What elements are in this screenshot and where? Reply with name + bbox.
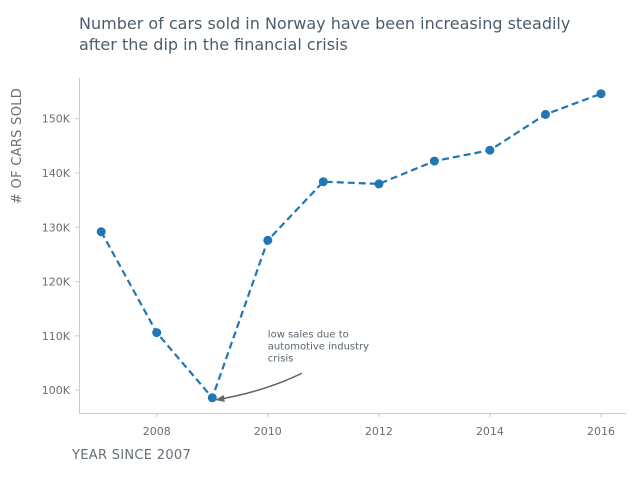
y-tick-label: 140K bbox=[42, 167, 71, 180]
data-point-2014 bbox=[485, 145, 495, 155]
data-point-2016 bbox=[596, 89, 606, 99]
chart-title-line-2: after the dip in the financial crisis bbox=[79, 35, 348, 54]
data-point-2012 bbox=[374, 179, 384, 189]
data-point-2007 bbox=[96, 227, 106, 237]
x-tick-label: 2010 bbox=[254, 425, 282, 438]
data-point-2011 bbox=[318, 177, 328, 187]
data-point-2010 bbox=[263, 235, 273, 245]
x-tick-label: 2012 bbox=[365, 425, 393, 438]
y-tick-label: 110K bbox=[42, 330, 71, 343]
y-tick-label: 150K bbox=[42, 113, 71, 126]
x-tick-label: 2014 bbox=[476, 425, 504, 438]
annotation-text-line-2: automotive industry bbox=[268, 341, 369, 352]
annotation-arrow bbox=[215, 372, 303, 403]
x-tick-label: 2016 bbox=[587, 425, 615, 438]
annotation: low sales due to automotive industry cri… bbox=[215, 329, 369, 403]
x-ticks: 2008 2010 2012 2014 2016 bbox=[143, 413, 615, 438]
x-axis-label: YEAR SINCE 2007 bbox=[71, 448, 191, 463]
annotation-text-line-1: low sales due to bbox=[268, 329, 349, 340]
data-point-2015 bbox=[541, 109, 550, 119]
plot-area bbox=[96, 89, 606, 403]
y-ticks: 100K 110K 120K 130K 140K 150K bbox=[42, 113, 79, 397]
chart-title-line-1: Number of cars sold in Norway have been … bbox=[79, 14, 570, 33]
y-axis-label: # OF CARS SOLD bbox=[10, 88, 25, 204]
annotation-text-line-3: crisis bbox=[268, 353, 294, 364]
y-tick-label: 100K bbox=[42, 384, 71, 397]
x-tick-label: 2008 bbox=[143, 425, 171, 438]
data-point-2013 bbox=[429, 156, 439, 166]
y-tick-label: 120K bbox=[42, 276, 71, 289]
data-point-2009 bbox=[207, 393, 217, 403]
y-tick-label: 130K bbox=[42, 221, 71, 234]
series-line bbox=[100, 92, 602, 399]
data-point-2008 bbox=[152, 328, 162, 338]
